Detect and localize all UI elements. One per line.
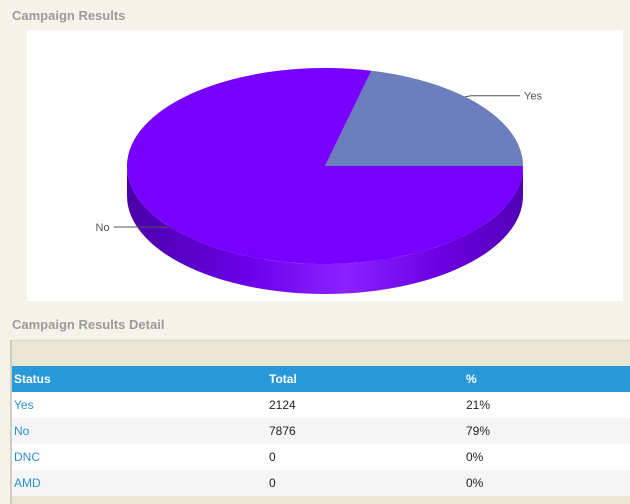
leader-line-no (113, 226, 169, 229)
status-link-amd[interactable]: AMD (12, 470, 267, 496)
status-link-no[interactable]: No (12, 418, 267, 444)
pie-side-wall (127, 166, 523, 294)
campaign-results-detail-title: Campaign Results Detail (12, 317, 165, 332)
header-status[interactable]: Status (12, 366, 267, 392)
pie-slice-yes (325, 70, 523, 166)
table-row: No 7876 79% (12, 418, 630, 444)
pie-chart: Yes No (96, 68, 542, 294)
table-row: DNC 0 0% (12, 444, 630, 470)
table-row: AMD 0 0% (12, 470, 630, 496)
campaign-results-chart: Yes No (27, 30, 623, 301)
results-detail-table: Status Total % Yes 2124 21% No 7876 79% … (12, 366, 630, 496)
percent-cell: 0% (464, 470, 630, 496)
header-total[interactable]: Total (267, 366, 464, 392)
percent-cell: 21% (464, 392, 630, 418)
leader-line-yes (464, 95, 521, 98)
status-link-yes[interactable]: Yes (12, 392, 267, 418)
pie-label-no: No (96, 222, 110, 234)
table-row: Yes 2124 21% (12, 392, 630, 418)
total-cell: 2124 (267, 392, 464, 418)
total-cell: 7876 (267, 418, 464, 444)
total-cell: 0 (267, 470, 464, 496)
percent-cell: 79% (464, 418, 630, 444)
percent-cell: 0% (464, 444, 630, 470)
pie-label-yes: Yes (524, 91, 542, 103)
total-cell: 0 (267, 444, 464, 470)
pie-slice-no (127, 68, 524, 264)
table-header-row: Status Total % (12, 366, 630, 392)
table-toolbar (12, 340, 630, 366)
campaign-results-title: Campaign Results (12, 8, 126, 23)
status-link-dnc[interactable]: DNC (12, 444, 267, 470)
header-percent[interactable]: % (464, 366, 630, 392)
results-detail-table-container: Status Total % Yes 2124 21% No 7876 79% … (10, 340, 630, 504)
table-footer (12, 496, 630, 504)
